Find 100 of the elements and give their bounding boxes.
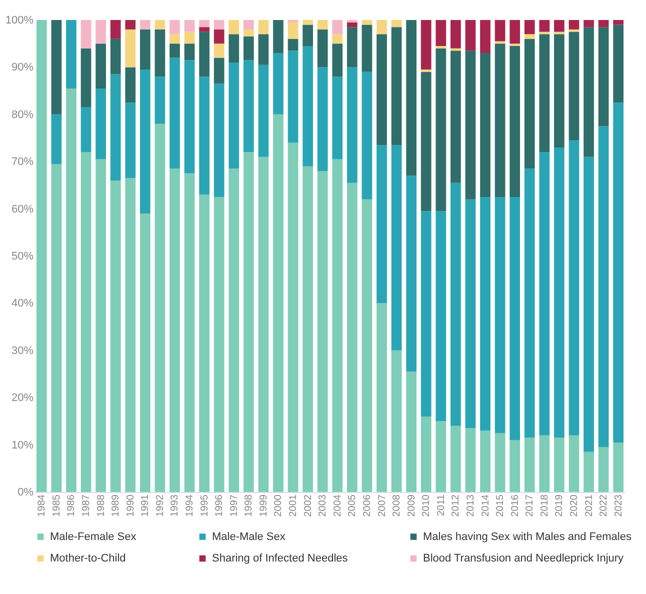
bar	[376, 303, 387, 492]
x-tick-label: 1988	[96, 494, 107, 517]
x-tick-label: 2008	[392, 494, 403, 517]
bar	[391, 145, 402, 350]
x-tick-label: 2005	[347, 494, 358, 517]
bar	[51, 164, 62, 492]
bar	[125, 102, 136, 178]
bar	[524, 168, 535, 438]
bar	[170, 58, 180, 169]
bar	[214, 84, 224, 197]
x-tick-label: 2016	[510, 494, 521, 517]
x-tick-label: 1984	[36, 494, 48, 517]
x-tick-label: 1987	[81, 494, 92, 517]
bar	[273, 53, 284, 114]
bar	[258, 20, 269, 34]
bar	[332, 20, 343, 34]
x-tick-label: 2006	[362, 494, 373, 517]
bar	[465, 199, 476, 428]
bar	[613, 24, 624, 103]
x-tick-label: 2003	[318, 494, 329, 517]
x-tick-label: 2001	[288, 494, 300, 517]
bar	[317, 20, 328, 30]
bar	[125, 178, 136, 492]
y-tick-label: 50%	[11, 250, 34, 262]
bar	[80, 107, 92, 152]
bar	[584, 20, 594, 28]
bar	[494, 20, 506, 42]
bar	[465, 50, 476, 200]
x-tick-label: 1995	[199, 494, 210, 517]
x-tick-label: 2004	[332, 494, 344, 517]
bar	[273, 20, 284, 54]
bar	[436, 20, 446, 46]
bar	[302, 20, 313, 25]
legend-label: Mother-to-Child	[50, 552, 126, 564]
x-tick-label: 1989	[110, 494, 122, 517]
bar	[510, 197, 520, 440]
x-tick-label: 1994	[184, 494, 196, 517]
bar	[450, 426, 461, 492]
bar	[96, 159, 106, 492]
x-tick-label: 2002	[302, 494, 314, 517]
bar	[554, 147, 564, 438]
bar	[228, 62, 240, 169]
x-tick-label: 1996	[214, 494, 226, 517]
bar	[376, 20, 387, 34]
bar	[524, 38, 535, 169]
bar	[568, 20, 580, 30]
bar	[110, 180, 121, 492]
y-tick-label: 60%	[11, 203, 34, 216]
bar	[539, 34, 550, 152]
bar	[362, 72, 372, 200]
bar	[140, 214, 150, 492]
bar	[347, 182, 358, 492]
bar	[584, 452, 594, 492]
bar	[154, 20, 166, 30]
bar	[154, 29, 166, 77]
bar	[140, 29, 150, 70]
bar	[480, 430, 490, 492]
bar	[125, 20, 136, 30]
bar	[302, 166, 313, 492]
x-tick-label: 1991	[140, 494, 152, 517]
x-tick-label: 2009	[406, 494, 418, 517]
bar	[406, 372, 417, 492]
bar	[96, 20, 106, 44]
bar	[568, 32, 580, 140]
y-tick-label: 10%	[11, 439, 34, 452]
bar	[228, 34, 240, 62]
bar	[420, 20, 432, 70]
bar	[154, 124, 166, 492]
bar	[568, 435, 580, 492]
bar	[613, 102, 624, 442]
bar	[184, 20, 195, 32]
legend-label: Male-Female Sex	[50, 530, 137, 543]
bar	[243, 20, 254, 30]
y-tick-label: 30%	[11, 344, 34, 357]
bar	[510, 46, 520, 197]
bar	[288, 50, 298, 143]
bar	[317, 171, 328, 492]
bar	[199, 32, 210, 77]
bar	[480, 53, 490, 197]
bar	[170, 20, 180, 34]
bar	[450, 20, 461, 48]
bar	[332, 159, 343, 492]
x-tick-label: 2023	[613, 494, 624, 517]
x-tick-label: 1985	[51, 494, 62, 517]
x-tick-label: 2018	[539, 494, 550, 517]
y-tick-label: 70%	[11, 156, 34, 168]
legend-label: Male-Male Sex	[212, 530, 286, 543]
bar	[524, 20, 535, 34]
bar	[584, 156, 594, 452]
x-tick-label: 2011	[436, 494, 447, 516]
bar	[465, 20, 476, 51]
bar	[554, 438, 564, 492]
bar	[80, 20, 92, 48]
bar	[110, 20, 121, 39]
bar	[184, 44, 195, 60]
bar	[184, 173, 195, 492]
bar	[170, 34, 180, 44]
bar	[376, 145, 387, 304]
bar	[288, 38, 298, 51]
legend-label: Males having Sex with Males and Females	[423, 530, 632, 543]
